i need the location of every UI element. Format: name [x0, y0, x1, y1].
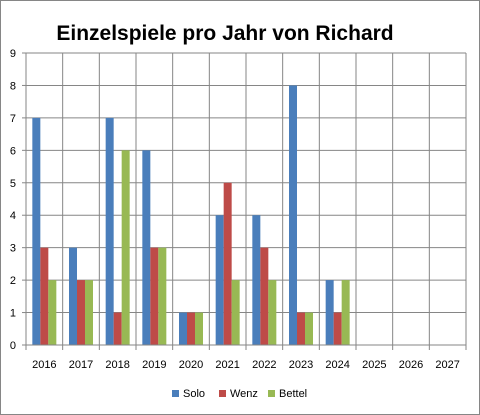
bar-solo-2017: [69, 247, 77, 345]
legend: Solo Wenz Bettel: [172, 388, 307, 400]
x-tick-label: 2020: [179, 359, 203, 371]
bar-solo-2024: [325, 280, 334, 345]
bar-bettel-2017: [85, 280, 93, 345]
bar-wenz-2019: [150, 247, 159, 345]
x-tick-label: 2022: [252, 359, 276, 371]
y-tick-label: 7: [10, 113, 16, 125]
x-tick-label: 2019: [142, 359, 166, 371]
x-tick-label: 2017: [69, 359, 93, 371]
bar-bettel-2020: [195, 312, 203, 345]
bar-solo-2016: [32, 117, 41, 345]
bar-wenz-2023: [297, 312, 305, 345]
y-tick-label: 4: [10, 210, 16, 222]
y-tick-label: 5: [10, 178, 16, 190]
x-tick-label: 2021: [215, 359, 239, 371]
x-tick-label: 2025: [362, 359, 386, 371]
bar-bettel-2016: [48, 280, 57, 345]
bar-bettel-2019: [158, 247, 167, 345]
bar-bettel-2022: [268, 280, 277, 345]
axes: 0 1 2 3 4 5 6 7 8 9 2016 2017 2018 2019 2020 2021 2022 20…: [10, 48, 467, 371]
legend-swatch-bettel: [268, 390, 275, 397]
chart-title: Einzelspiele pro Jahr von Richard: [56, 22, 393, 45]
bar-solo-2022: [252, 215, 261, 345]
legend-swatch-wenz: [219, 390, 226, 397]
bar-wenz-2022: [260, 247, 269, 345]
bar-wenz-2021: [223, 182, 232, 345]
legend-label-wenz: Wenz: [230, 388, 258, 400]
bar-solo-2021: [215, 215, 224, 345]
y-tick-label: 2: [10, 275, 16, 287]
y-tick-label: 9: [10, 48, 16, 60]
bar-bettel-2023: [305, 312, 313, 345]
bar-bettel-2018: [121, 150, 130, 345]
bar-wenz-2020: [187, 312, 195, 345]
bar-solo-2023: [289, 85, 297, 345]
x-tick-label: 2016: [32, 359, 56, 371]
y-tick-label: 1: [10, 308, 16, 320]
bar-solo-2020: [179, 312, 187, 345]
y-tick-label: 8: [10, 80, 16, 92]
y-tick-label: 6: [10, 145, 16, 157]
bar-solo-2019: [142, 150, 151, 345]
legend-swatch-solo: [172, 390, 179, 397]
bar-wenz-2017: [77, 280, 85, 345]
bar-solo-2018: [105, 117, 114, 345]
x-tick-label: 2024: [325, 359, 349, 371]
x-tick-label: 2018: [105, 359, 129, 371]
legend-label-bettel: Bettel: [279, 388, 307, 400]
bar-wenz-2024: [333, 312, 342, 345]
y-tick-label: 0: [10, 340, 16, 352]
bar-bettel-2021: [231, 280, 240, 345]
x-tick-label: 2023: [289, 359, 313, 371]
x-tick-label: 2027: [435, 359, 459, 371]
bar-wenz-2016: [40, 247, 49, 345]
bars: [32, 85, 350, 345]
y-tick-label: 3: [10, 243, 16, 255]
bar-wenz-2018: [113, 312, 122, 345]
x-tick-label: 2026: [399, 359, 423, 371]
legend-label-solo: Solo: [183, 388, 205, 400]
bar-bettel-2024: [341, 280, 350, 345]
